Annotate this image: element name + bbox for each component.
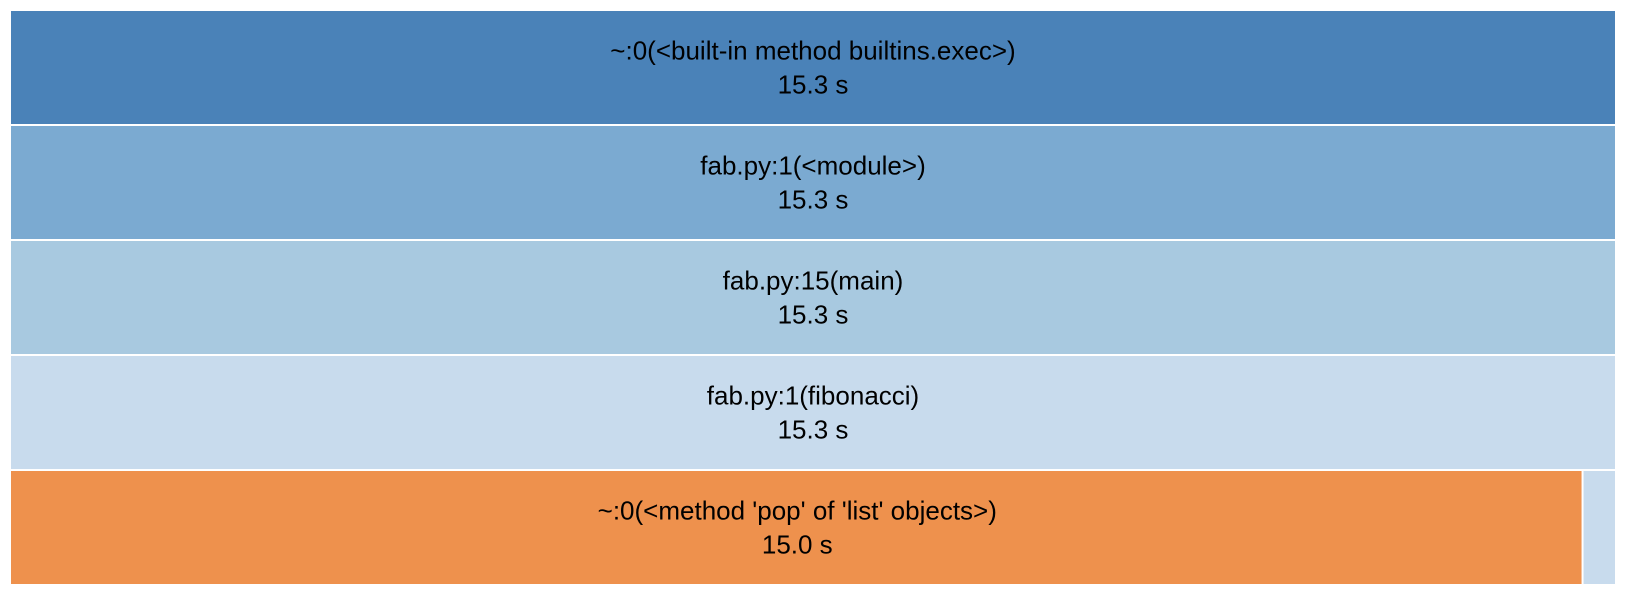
icicle-node-label: ~:0(<built-in method builtins.exec>): [610, 36, 1015, 66]
icicle-node-label: fab.py:1(fibonacci): [707, 381, 919, 411]
icicle-node-value: 15.3 s: [778, 300, 849, 330]
icicle-node-rect[interactable]: [11, 11, 1615, 124]
icicle-node-label: fab.py:15(main): [723, 266, 904, 296]
icicle-node-label: fab.py:1(<module>): [700, 151, 925, 181]
icicle-node-value: 15.3 s: [778, 185, 849, 215]
icicle-node-value: 15.0 s: [762, 530, 833, 560]
icicle-node[interactable]: fab.py:1(fibonacci) 15.3 s: [11, 356, 1615, 469]
icicle-node-rect[interactable]: [11, 471, 1582, 584]
icicle-nodes: ~:0(<built-in method builtins.exec>) 15.3…: [11, 11, 1615, 584]
icicle-node-label: ~:0(<method 'pop' of 'list' objects>): [598, 496, 997, 526]
icicle-node[interactable]: fab.py:15(main) 15.3 s: [11, 241, 1615, 354]
icicle-node[interactable]: fab.py:1(<module>) 15.3 s: [11, 126, 1615, 239]
icicle-node-value: 15.3 s: [778, 415, 849, 445]
icicle-node[interactable]: ~:0(<built-in method builtins.exec>) 15.3…: [11, 11, 1615, 124]
icicle-node[interactable]: ~:0(<method 'pop' of 'list' objects>) 15.…: [11, 471, 1582, 584]
icicle-node-value: 15.3 s: [778, 70, 849, 100]
icicle-node-rect[interactable]: [11, 356, 1615, 469]
icicle-node-rect[interactable]: [1583, 471, 1615, 584]
icicle-node-rect[interactable]: [11, 241, 1615, 354]
icicle-node-rect[interactable]: [11, 126, 1615, 239]
icicle-node[interactable]: [1583, 471, 1615, 584]
